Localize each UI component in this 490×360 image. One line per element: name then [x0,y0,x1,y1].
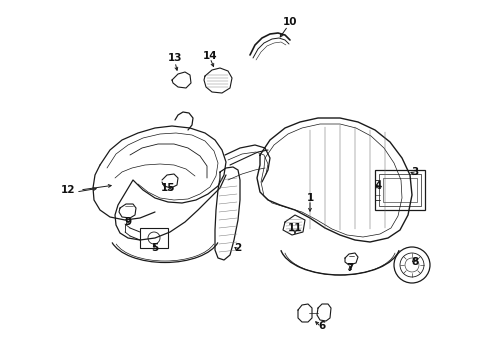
Text: 1: 1 [306,193,314,203]
Text: 13: 13 [168,53,182,63]
Text: 5: 5 [151,243,159,253]
Bar [379,174,421,206]
Text: 11: 11 [288,223,302,233]
Text: 6: 6 [318,321,326,331]
Text: 10: 10 [283,17,297,27]
Text: 14: 14 [203,51,217,61]
Text: 9: 9 [124,217,131,227]
Text: 12: 12 [61,185,75,195]
Bar [383,178,417,202]
Text: 15: 15 [161,183,175,193]
Text: 8: 8 [412,257,418,267]
Text: 3: 3 [412,167,418,177]
Text: 4: 4 [374,181,382,191]
Text: 7: 7 [346,263,354,273]
Text: 2: 2 [234,243,242,253]
Bar [140,228,168,248]
Bar [375,170,425,210]
